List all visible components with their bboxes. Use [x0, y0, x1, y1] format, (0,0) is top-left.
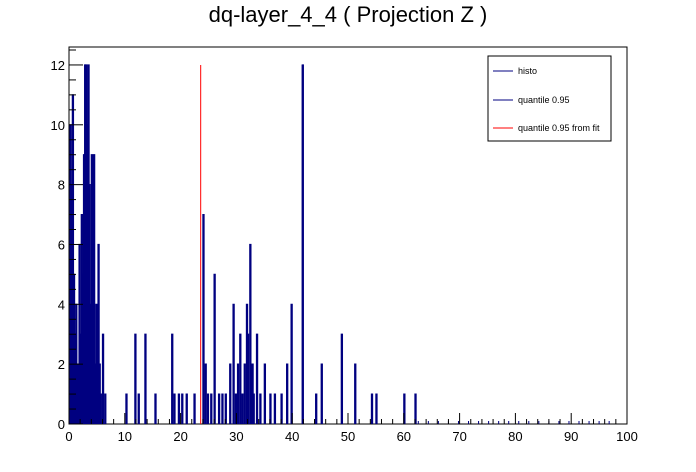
x-tick-label: 20 — [173, 429, 187, 444]
histogram-bar — [252, 393, 255, 424]
histogram-bar — [241, 393, 244, 424]
legend-label-quantile: quantile 0.95 — [518, 95, 570, 105]
histogram-bar — [320, 363, 323, 424]
histogram-bar — [239, 333, 242, 424]
histogram-bar — [210, 393, 213, 424]
y-tick-label: 0 — [58, 417, 65, 432]
histogram-bar — [259, 393, 262, 424]
histogram-bar — [101, 333, 105, 424]
histogram-bar — [193, 393, 196, 424]
histogram-bar — [273, 393, 277, 424]
histogram-bar — [171, 333, 174, 424]
x-tick-label: 30 — [229, 429, 243, 444]
histogram-bar — [403, 393, 406, 424]
histogram-bar — [204, 363, 207, 424]
legend: histo quantile 0.95 quantile 0.95 from f… — [487, 55, 612, 142]
x-tick-label: 90 — [564, 429, 578, 444]
histogram-bar — [213, 273, 216, 424]
legend-label-histo: histo — [518, 66, 537, 76]
histogram-bar — [90, 154, 94, 424]
histogram-bar — [185, 393, 188, 424]
histogram-bar — [263, 363, 267, 424]
histogram-bar — [173, 393, 176, 424]
quantile-lines — [200, 64, 303, 424]
y-tick-label: 10 — [51, 118, 65, 133]
histogram-bar — [229, 363, 232, 424]
histogram-bar — [177, 393, 181, 424]
histogram-bar — [134, 333, 137, 424]
x-tick-label: 40 — [285, 429, 299, 444]
histogram-bar — [243, 363, 246, 424]
histogram-bar — [375, 393, 378, 424]
histogram-bar — [137, 393, 140, 424]
legend-box — [487, 55, 612, 142]
x-tick-label: 0 — [65, 429, 72, 444]
histogram-bar — [224, 393, 227, 424]
histogram-bar — [206, 393, 210, 424]
histogram-bar — [354, 363, 357, 424]
histogram-bar — [125, 393, 128, 424]
histogram-bar — [255, 333, 259, 424]
legend-item-quantile: quantile 0.95 — [493, 95, 570, 105]
y-tick-label: 4 — [58, 297, 65, 312]
y-tick-label: 6 — [58, 237, 65, 252]
histogram-bar — [144, 333, 147, 424]
y-tick-label: 12 — [51, 58, 65, 73]
histogram-bar — [280, 393, 283, 424]
chart-title: dq-layer_4_4 ( Projection Z ) — [208, 2, 488, 27]
histogram-bar — [340, 333, 344, 424]
histogram-bar — [181, 393, 184, 424]
x-tick-label: 50 — [341, 429, 355, 444]
histogram-bar — [221, 393, 224, 424]
histogram-bar — [232, 303, 235, 424]
histogram-bar — [370, 393, 374, 424]
x-tick-label: 80 — [508, 429, 522, 444]
y-tick-label: 2 — [58, 357, 65, 372]
histogram-bar — [92, 154, 96, 424]
histogram-bar — [414, 393, 417, 424]
histogram-bar — [202, 213, 205, 424]
x-axis: 0 10 20 30 40 50 60 70 80 90 100 — [65, 413, 638, 444]
histogram-bar — [236, 363, 240, 424]
histogram-bar — [315, 393, 318, 424]
histogram-bar — [246, 333, 250, 424]
x-tick-label: 60 — [397, 429, 411, 444]
legend-item-quantile-fit: quantile 0.95 from fit — [493, 123, 600, 133]
histogram-bar — [99, 393, 102, 424]
y-tick-label: 8 — [58, 178, 65, 193]
histogram-bar — [217, 393, 221, 424]
x-tick-label: 100 — [616, 429, 638, 444]
histogram-bar — [286, 363, 289, 424]
histogram-bar — [154, 393, 157, 424]
histogram-bar — [290, 303, 293, 424]
histogram-bar — [97, 243, 100, 424]
x-tick-label: 70 — [452, 429, 466, 444]
x-tick-label: 10 — [118, 429, 132, 444]
legend-item-histo: histo — [493, 66, 537, 76]
histogram-bar — [249, 243, 252, 424]
histogram-bar — [269, 393, 272, 424]
y-axis: 0 2 4 6 8 10 12 — [51, 49, 83, 432]
legend-label-quantile-fit: quantile 0.95 from fit — [518, 123, 600, 133]
histogram-bar — [234, 393, 237, 424]
histogram-bar — [104, 393, 107, 424]
